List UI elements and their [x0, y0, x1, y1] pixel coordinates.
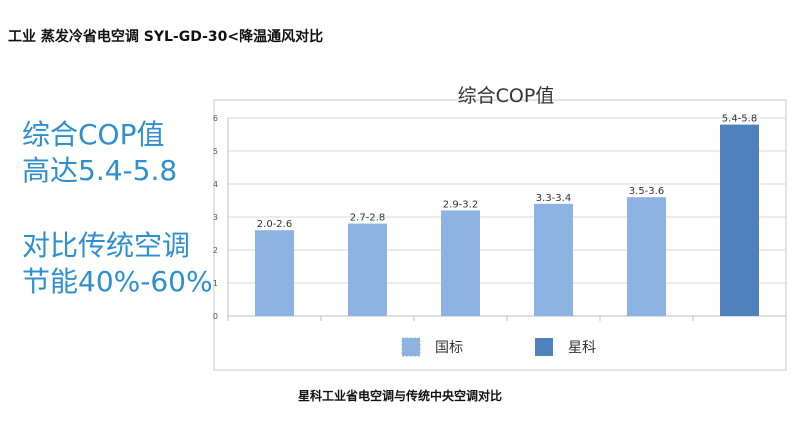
legend-swatch-0 — [401, 337, 421, 357]
y-tick-label-3: 3 — [213, 213, 218, 222]
legend-swatch-1 — [535, 338, 553, 356]
y-tick-label-4: 4 — [213, 180, 218, 189]
legend-label-0: 国标 — [435, 340, 463, 356]
highlight-cop-heading: 综合COP值 — [22, 118, 165, 151]
chart-title: 综合COP值 — [458, 85, 555, 107]
bar-guobiao-2 — [441, 210, 480, 316]
bar-data-label-5: 5.4-5.8 — [722, 114, 757, 125]
bar-data-label-4: 3.5-3.6 — [629, 186, 664, 197]
bar-guobiao-0 — [255, 230, 294, 316]
bar-data-label-3: 3.3-3.4 — [536, 193, 571, 204]
y-tick-label-6: 6 — [213, 114, 218, 123]
bar-data-label-1: 2.7-2.8 — [350, 213, 385, 224]
bar-data-label-0: 2.0-2.6 — [257, 219, 292, 230]
page-title: 工业 蒸发冷省电空调 SYL-GD-30<降温通风对比 — [8, 29, 324, 45]
y-tick-label-5: 5 — [213, 147, 218, 156]
bar-guobiao-3 — [534, 203, 573, 316]
highlight-cop-value: 高达5.4-5.8 — [22, 154, 178, 187]
highlight-saving-value: 节能40%-60% — [22, 265, 213, 298]
y-tick-label-1: 1 — [213, 279, 218, 288]
legend-label-1: 星科 — [568, 340, 596, 356]
bar-data-label-2: 2.9-3.2 — [443, 199, 478, 210]
y-tick-label-0: 0 — [213, 312, 218, 321]
chart-frame — [213, 99, 787, 371]
bar-guobiao-1 — [348, 223, 387, 316]
y-tick-label-2: 2 — [213, 246, 218, 255]
highlight-compare-heading: 对比传统空调 — [22, 229, 191, 262]
bar-guobiao-4 — [627, 197, 666, 316]
bar-xingke-0 — [720, 124, 759, 316]
chart-caption: 星科工业省电空调与传统中央空调对比 — [297, 389, 502, 403]
